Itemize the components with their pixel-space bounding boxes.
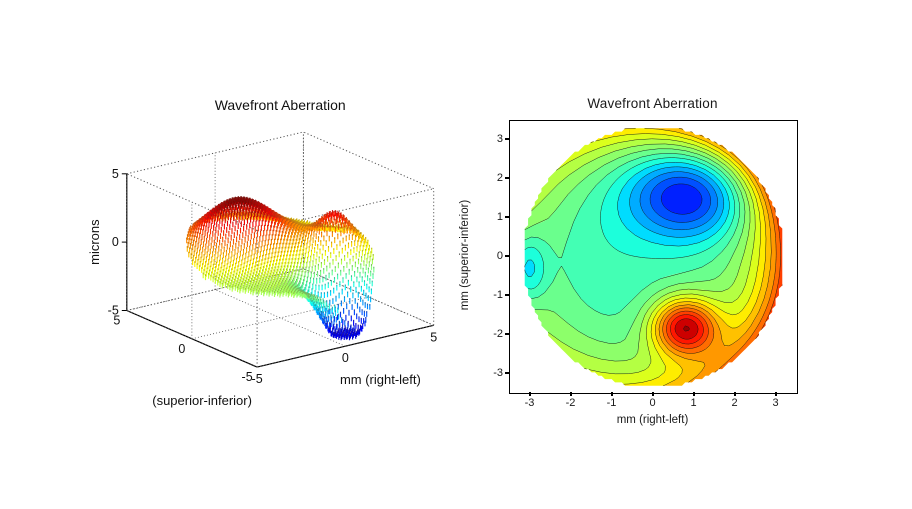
svg-text:-5: -5: [252, 372, 263, 386]
svg-text:0: 0: [342, 351, 349, 365]
svg-text:mm (right-left): mm (right-left): [340, 372, 421, 387]
svg-text:5: 5: [113, 314, 120, 328]
svg-text:5: 5: [430, 330, 437, 344]
svg-text:(superior-inferior): (superior-inferior): [152, 393, 252, 408]
svg-text:-5: -5: [242, 370, 253, 384]
svg-text:0: 0: [178, 342, 185, 356]
svg-text:Wavefront Aberration: Wavefront Aberration: [215, 97, 346, 113]
svg-text:microns: microns: [87, 219, 102, 265]
svg-text:0: 0: [112, 235, 119, 249]
svg-text:5: 5: [112, 167, 119, 181]
